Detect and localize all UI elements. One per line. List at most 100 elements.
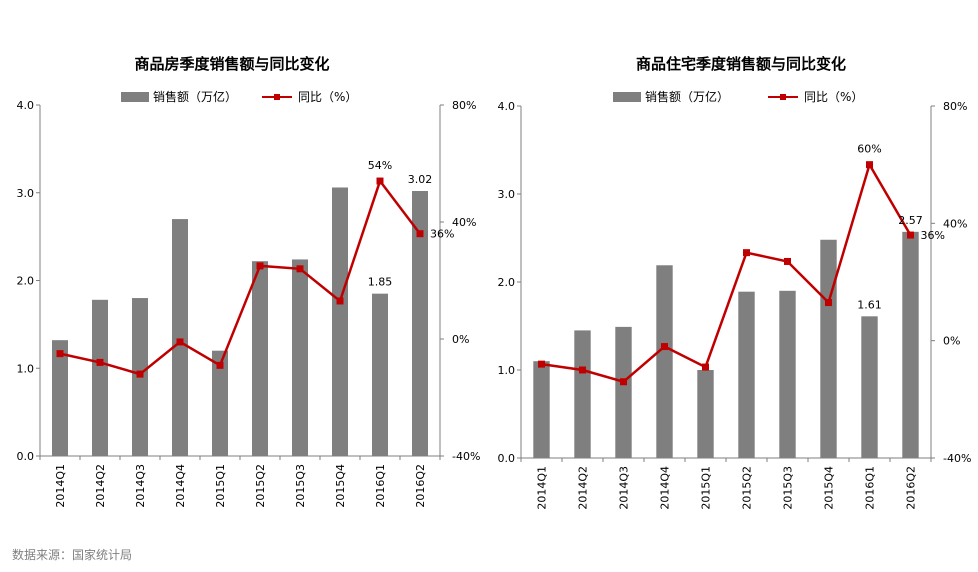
- left-tick-label: 4.0: [17, 99, 35, 112]
- left-tick-label: 3.0: [17, 187, 35, 200]
- sales-bar: [172, 219, 188, 456]
- category-label: 2014Q2: [577, 466, 590, 510]
- data-label: 1.61: [857, 298, 882, 311]
- category-label: 2016Q2: [905, 466, 918, 510]
- category-label: 2016Q2: [414, 464, 427, 508]
- left-tick-label: 0.0: [498, 452, 516, 465]
- right-tick-label: 40%: [943, 217, 967, 230]
- yoy-marker: [96, 358, 104, 366]
- right-tick-label: -40%: [943, 452, 971, 465]
- right-tick-label: 0%: [943, 335, 960, 348]
- yoy-marker: [620, 378, 627, 386]
- legend-bar-swatch: [613, 92, 641, 102]
- data-label: 3.02: [408, 173, 433, 186]
- data-label: 36%: [921, 229, 945, 242]
- sales-bar: [212, 350, 228, 456]
- category-label: 2015Q1: [700, 466, 713, 510]
- chart-title: 商品住宅季度销售额与同比变化: [636, 55, 846, 73]
- yoy-line: [541, 161, 912, 384]
- category-label: 2015Q3: [782, 466, 795, 510]
- left-tick-label: 4.0: [498, 100, 516, 113]
- right-tick-label: -40%: [452, 450, 480, 463]
- data-label: 36%: [430, 228, 454, 241]
- category-label: 2014Q4: [174, 464, 187, 508]
- data-label: 1.85: [368, 276, 393, 289]
- category-label: 2015Q4: [823, 466, 836, 510]
- chart-title: 商品房季度销售额与同比变化: [134, 55, 329, 73]
- yoy-marker: [661, 343, 668, 351]
- category-label: 2015Q3: [294, 464, 307, 508]
- category-label: 2014Q1: [54, 464, 67, 508]
- legend-label-yoy: 同比（%）: [804, 90, 863, 104]
- left-tick-label: 3.0: [498, 188, 516, 201]
- yoy-line: [59, 178, 421, 376]
- sales-bar: [252, 261, 268, 456]
- yoy-marker: [743, 249, 750, 257]
- category-label: 2015Q2: [254, 464, 267, 508]
- yoy-marker: [256, 262, 264, 270]
- sales-bar: [738, 291, 755, 458]
- yoy-marker: [336, 297, 344, 305]
- right-tick-label: 0%: [452, 333, 469, 346]
- yoy-marker: [136, 370, 144, 378]
- sales-bar: [779, 290, 796, 458]
- left-tick-label: 1.0: [17, 362, 35, 375]
- sales-bar: [332, 187, 348, 457]
- category-label: 2014Q1: [536, 466, 549, 510]
- yoy-marker: [296, 265, 304, 273]
- data-source-note: 数据来源：国家统计局: [12, 548, 133, 562]
- category-label: 2016Q1: [374, 464, 387, 508]
- sales-bar: [820, 239, 837, 458]
- sales-bar: [656, 265, 673, 458]
- yoy-marker: [176, 338, 184, 346]
- category-label: 2014Q3: [618, 466, 631, 510]
- category-label: 2014Q2: [94, 464, 107, 508]
- yoy-marker: [216, 361, 224, 369]
- legend-label-yoy: 同比（%）: [298, 90, 357, 104]
- category-label: 2015Q1: [214, 464, 227, 508]
- sales-bar: [292, 259, 308, 456]
- left-tick-label: 2.0: [17, 275, 35, 288]
- sales-bar: [533, 361, 550, 458]
- yoy-marker: [56, 350, 64, 358]
- yoy-marker: [416, 230, 424, 238]
- legend-line-marker: [780, 94, 786, 100]
- yoy-marker: [538, 360, 545, 368]
- yoy-marker: [702, 363, 709, 371]
- yoy-marker: [376, 177, 384, 185]
- yoy-marker: [784, 257, 791, 265]
- sales-bar: [92, 299, 108, 456]
- right-tick-label: 80%: [452, 99, 476, 112]
- category-label: 2015Q4: [334, 464, 347, 508]
- yoy-marker: [579, 366, 586, 374]
- sales-bar: [902, 231, 919, 458]
- legend-label-sales: 销售额（万亿）: [153, 89, 237, 104]
- legend-line-marker: [274, 94, 280, 100]
- data-label: 54%: [368, 159, 392, 172]
- legend-bar-swatch: [121, 92, 149, 102]
- sales-bar: [861, 316, 878, 458]
- sales-bar: [412, 190, 428, 456]
- sales-bar: [697, 370, 714, 458]
- sales-bar: [52, 340, 68, 456]
- left-tick-label: 1.0: [498, 364, 516, 377]
- yoy-marker: [866, 161, 873, 169]
- left-tick-label: 0.0: [17, 450, 35, 463]
- right-tick-label: 80%: [943, 100, 967, 113]
- yoy-marker: [907, 231, 914, 239]
- category-label: 2015Q2: [741, 466, 754, 510]
- category-label: 2014Q4: [659, 466, 672, 510]
- sales-bar: [372, 293, 388, 456]
- legend-label-sales: 销售额（万亿）: [645, 89, 729, 104]
- data-label: 2.57: [898, 214, 923, 227]
- sales-bar: [615, 326, 632, 458]
- category-label: 2016Q1: [864, 466, 877, 510]
- data-label: 60%: [857, 143, 881, 156]
- left-tick-label: 2.0: [498, 276, 516, 289]
- yoy-marker: [825, 299, 832, 307]
- sales-bar: [574, 330, 591, 458]
- category-label: 2014Q3: [134, 464, 147, 508]
